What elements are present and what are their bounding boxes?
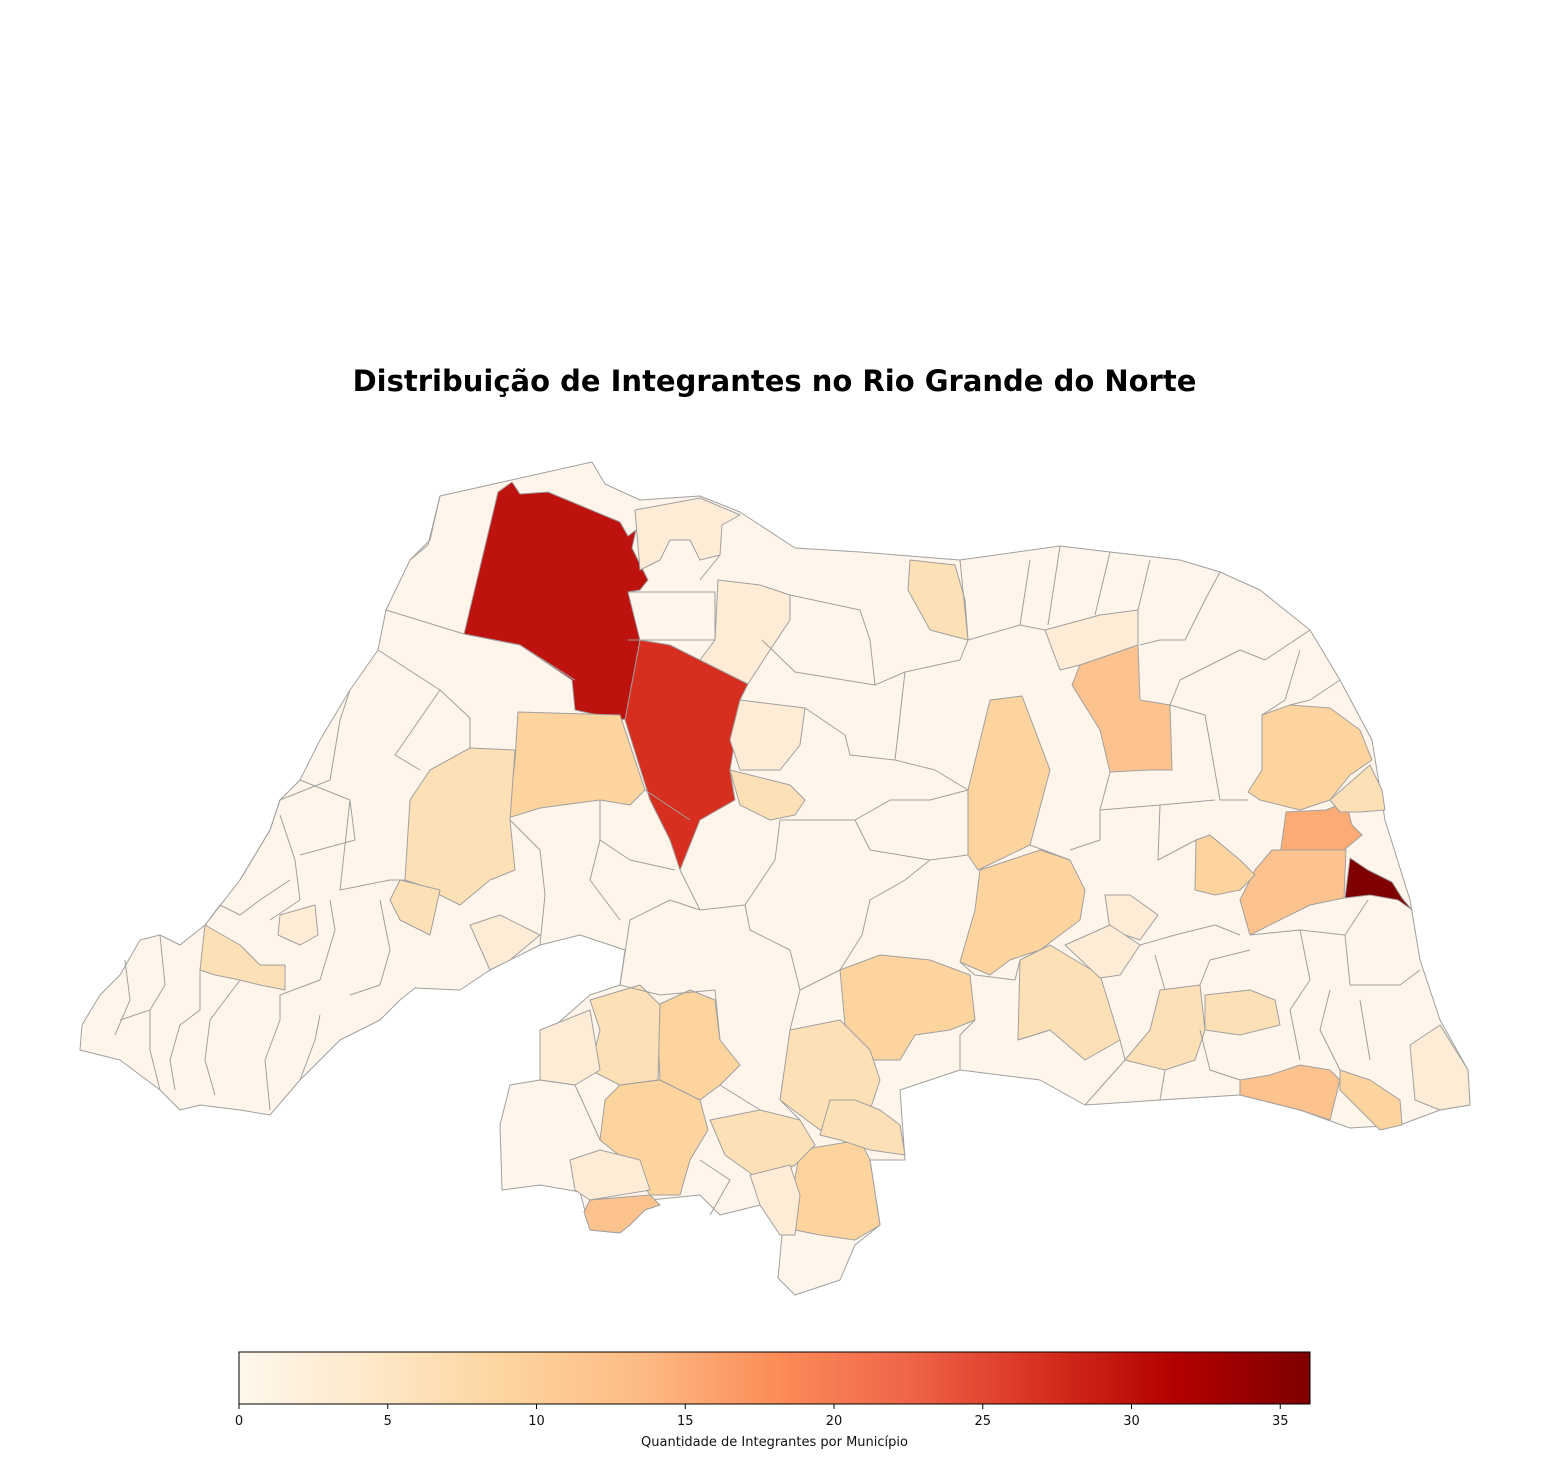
municipality-verypale-7[interactable]	[1409, 1024, 1471, 1111]
municipality-pale-12[interactable]	[819, 1099, 906, 1156]
municipality-pale-9[interactable]	[729, 769, 806, 821]
colorbar-tick-label: 20	[826, 1414, 843, 1429]
municipality-max[interactable]	[1344, 857, 1413, 911]
municipality-verypale-1[interactable]	[634, 497, 741, 571]
municipality-light-10[interactable]	[1194, 834, 1256, 896]
municipality-light-9[interactable]	[1339, 1069, 1403, 1131]
municipality-pale-7[interactable]	[199, 924, 286, 991]
municipality-pale-8[interactable]	[709, 1109, 816, 1181]
municipality-verypale-5[interactable]	[539, 1009, 601, 1086]
colorbar-tick-label: 35	[1272, 1414, 1289, 1429]
municipality-verypale-10[interactable]	[277, 904, 319, 946]
municipality-light-2[interactable]	[507, 711, 646, 819]
colorbar-tick-label: 15	[677, 1414, 694, 1429]
municipality-pale-1[interactable]	[404, 747, 516, 906]
colorbar-bar	[238, 1351, 1311, 1405]
municipality-high-1[interactable]	[463, 481, 649, 721]
municipality-light-1[interactable]	[1247, 704, 1373, 811]
map-title: Distribuição de Integrantes no Rio Grand…	[352, 364, 1197, 398]
colorbar-tick-label: 0	[235, 1414, 243, 1429]
colorbar-label: Quantidade de Integrantes por Município	[641, 1435, 908, 1450]
colorbar-tick-label: 30	[1123, 1414, 1140, 1429]
municipality-verypale-4[interactable]	[1044, 609, 1139, 671]
municipality-orange-3[interactable]	[1071, 644, 1173, 773]
municipality-verypale-12[interactable]	[1064, 924, 1141, 979]
municipality-pale-5[interactable]	[1124, 984, 1206, 1071]
colorbar-tick-label: 25	[974, 1414, 991, 1429]
colorbar-ticks: 0 5 10 15 20 25 30 35	[235, 1404, 1289, 1429]
municipality-pale-13[interactable]	[1329, 764, 1386, 813]
municipality-verypale-2[interactable]	[699, 579, 791, 685]
colorbar-tick-label: 5	[384, 1414, 392, 1429]
municipality-borders	[114, 495, 1421, 1216]
municipality-light-4[interactable]	[967, 695, 1051, 871]
colorbar-tick-label: 10	[528, 1414, 545, 1429]
colorbar: 0 5 10 15 20 25 30 35 Quantidade de Integrantes…	[235, 1351, 1311, 1450]
municipality-orange-4[interactable]	[583, 1194, 661, 1234]
municipality-verypale-6[interactable]	[1104, 894, 1159, 941]
municipality-verypale-11[interactable]	[469, 914, 541, 971]
municipality-verypale-8[interactable]	[569, 1149, 651, 1201]
state-map	[79, 461, 1471, 1296]
municipality-pale-10[interactable]	[1204, 989, 1281, 1036]
municipality-verypale-9[interactable]	[749, 1164, 801, 1236]
municipality-pale-11[interactable]	[389, 879, 441, 936]
municipality-pale-6[interactable]	[589, 984, 661, 1086]
